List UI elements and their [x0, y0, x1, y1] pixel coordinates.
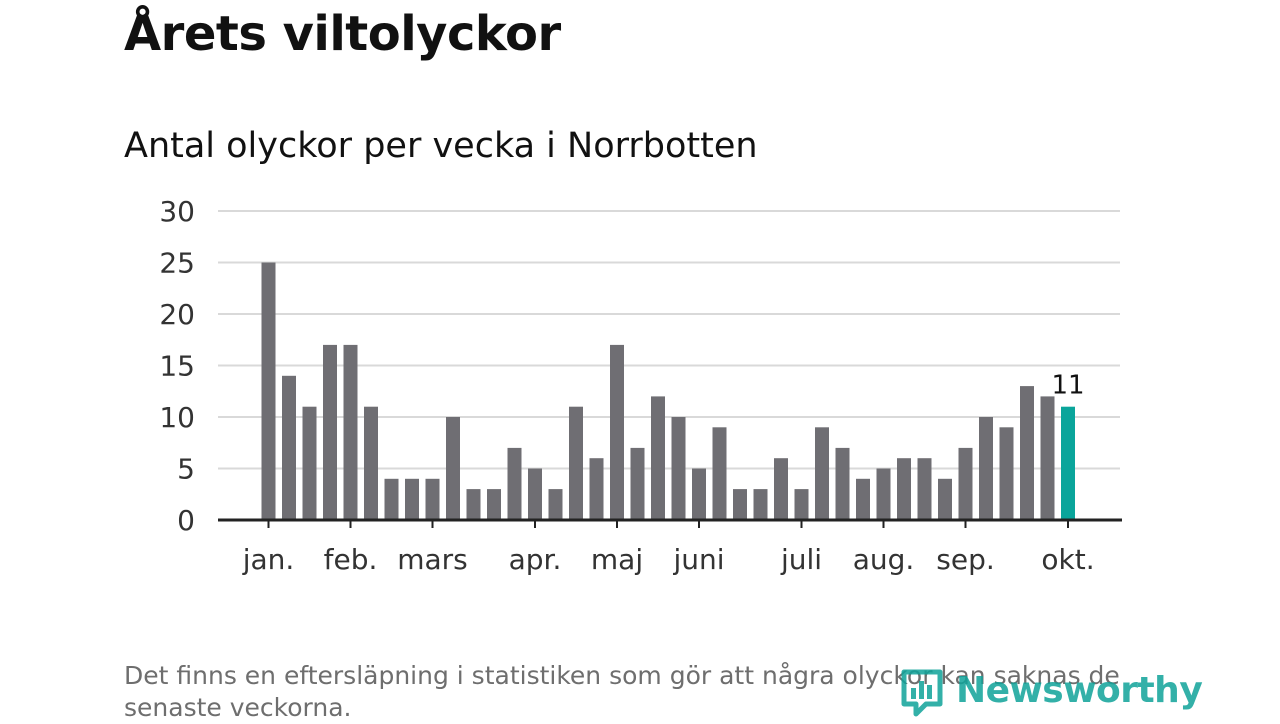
annotations: 11 — [1051, 371, 1084, 401]
bar — [897, 458, 911, 520]
bars — [261, 262, 1075, 520]
bar — [1020, 386, 1034, 520]
bar — [794, 489, 809, 520]
chart-subtitle: Antal olyckor per vecka i Norrbotten — [124, 126, 758, 166]
bar — [610, 344, 624, 520]
bar — [569, 406, 583, 520]
bar-chart: 0 5 10 15 20 25 30 jan. feb. mars apr. maj juni juli… — [159, 195, 1122, 576]
bar — [938, 478, 952, 520]
x-tick-label: juni — [672, 543, 724, 576]
brand-name: Newsworthy — [956, 670, 1203, 711]
page-title: Årets viltolyckor — [124, 6, 561, 62]
bar — [466, 489, 481, 520]
bar — [364, 406, 378, 520]
bar — [651, 396, 665, 520]
y-tick-label: 25 — [159, 247, 195, 280]
bar — [282, 375, 296, 520]
bar — [835, 447, 850, 520]
bar — [323, 344, 337, 520]
y-axis-labels: 0 5 10 15 20 25 30 — [159, 195, 195, 537]
x-tick-label: mars — [397, 543, 468, 576]
highlight-value-label: 11 — [1051, 371, 1084, 401]
bar — [753, 489, 768, 520]
bar — [405, 478, 419, 520]
bar — [958, 447, 973, 520]
bar-highlight — [1061, 406, 1075, 520]
bar — [302, 406, 317, 520]
newsworthy-logo-icon — [901, 669, 943, 717]
bar — [446, 417, 460, 520]
bar — [979, 417, 993, 520]
bar — [712, 427, 727, 520]
y-tick-label: 20 — [159, 298, 195, 331]
y-tick-label: 30 — [159, 195, 195, 228]
bar — [548, 489, 563, 520]
bar — [917, 458, 932, 520]
bar — [528, 468, 542, 520]
x-tick-label: sep. — [936, 543, 995, 576]
y-tick-label: 5 — [177, 453, 195, 486]
y-tick-label: 0 — [177, 504, 195, 537]
bar — [856, 478, 870, 520]
bar — [733, 489, 747, 520]
y-tick-label: 10 — [159, 401, 195, 434]
footnote: Det finns en eftersläpning i statistiken… — [124, 661, 1120, 722]
x-axis-labels: jan. feb. mars apr. maj juni juli aug. sep. okt. — [242, 543, 1095, 576]
bar — [671, 417, 686, 520]
x-tick-label: apr. — [509, 543, 562, 576]
bar — [630, 447, 645, 520]
bar — [425, 478, 440, 520]
bar — [692, 468, 706, 520]
bar — [589, 458, 604, 520]
x-tick-label: aug. — [853, 543, 915, 576]
bar — [774, 458, 788, 520]
bar — [261, 262, 276, 520]
bar — [487, 489, 501, 520]
x-tick-label: maj — [591, 543, 643, 576]
x-tick-label: juli — [780, 543, 822, 576]
bar — [343, 344, 358, 520]
x-axis — [218, 518, 1122, 528]
x-tick-label: jan. — [242, 543, 295, 576]
y-tick-label: 15 — [159, 350, 195, 383]
bar — [384, 478, 399, 520]
bar — [815, 427, 829, 520]
bar — [507, 447, 522, 520]
bar — [876, 468, 891, 520]
bar — [1040, 396, 1055, 520]
bar — [999, 427, 1014, 520]
x-tick-label: feb. — [324, 543, 378, 576]
x-tick-label: okt. — [1041, 543, 1094, 576]
brand-logo: Newsworthy — [900, 668, 1203, 720]
